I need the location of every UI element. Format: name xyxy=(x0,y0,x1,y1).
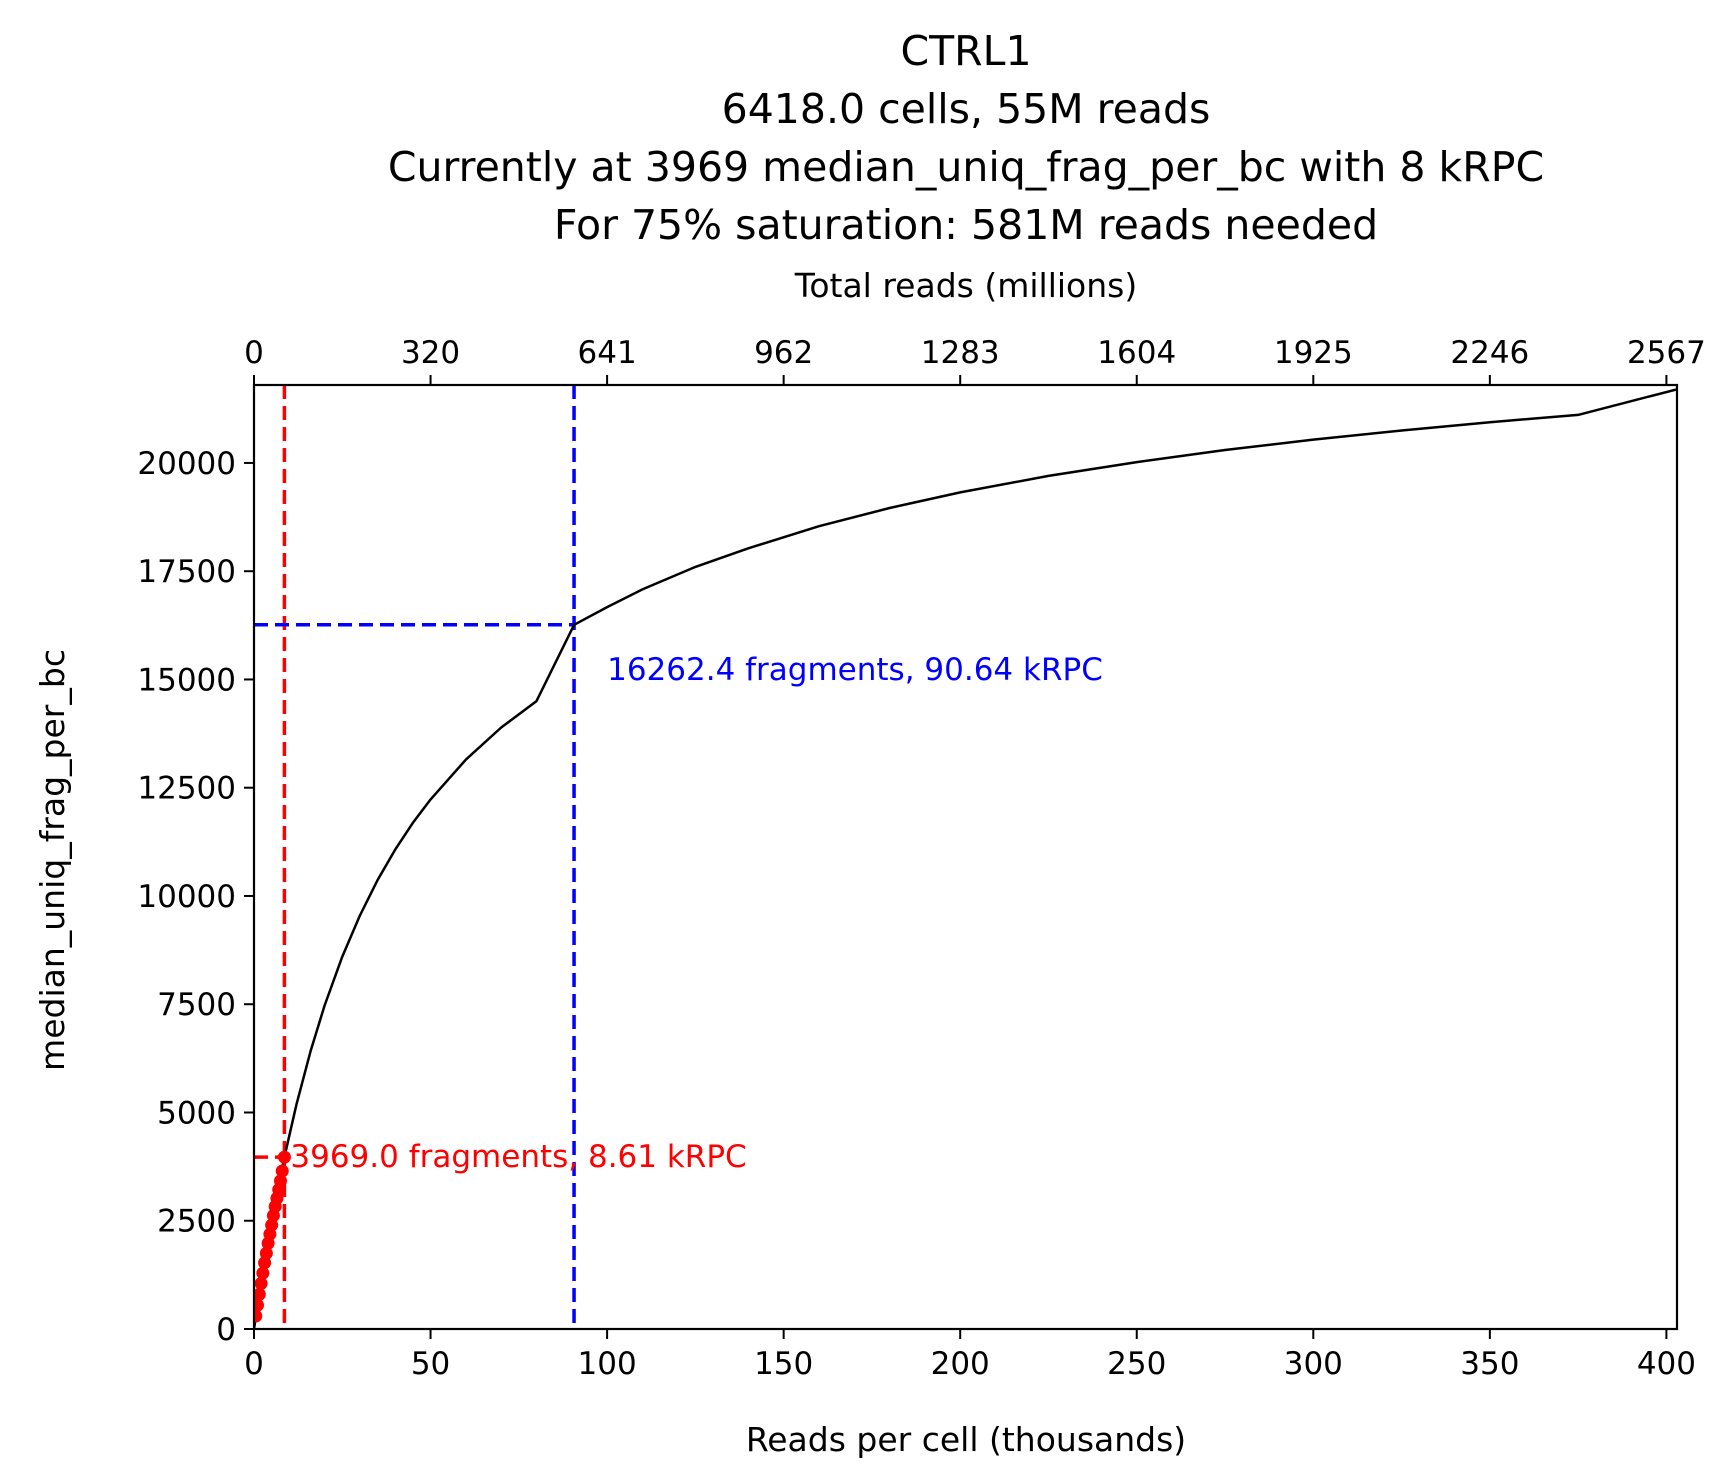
observed-point xyxy=(254,1309,263,1323)
x-tick-label: 400 xyxy=(1637,1346,1696,1382)
top-x-axis-label: Total reads (millions) xyxy=(794,266,1137,305)
x-tick-label: 200 xyxy=(931,1346,990,1382)
series-layer xyxy=(254,388,1677,1329)
x-axis-label: Reads per cell (thousands) xyxy=(746,1420,1186,1459)
y-axis-label: median_uniq_frag_per_bc xyxy=(33,649,72,1071)
y-tick-label: 0 xyxy=(216,1312,236,1348)
x-tick-label: 300 xyxy=(1284,1346,1343,1382)
top-x-tick-label: 962 xyxy=(754,335,813,371)
annotations: 3969.0 fragments, 8.61 kRPC 16262.4 fragm… xyxy=(290,652,1102,1175)
top-x-tick-label: 1604 xyxy=(1097,335,1176,371)
observed-point xyxy=(259,1246,273,1260)
top-x-tick-label: 2246 xyxy=(1450,335,1529,371)
top-x-tick-label: 641 xyxy=(578,335,637,371)
y-tick-label: 10000 xyxy=(137,879,236,915)
observed-point xyxy=(256,1266,270,1280)
top-x-tick-label: 0 xyxy=(244,335,264,371)
current-annotation-label: 3969.0 fragments, 8.61 kRPC xyxy=(290,1139,746,1175)
y-tick-label: 15000 xyxy=(137,662,236,698)
plot-frame xyxy=(252,383,1679,1331)
y-tick-label: 17500 xyxy=(137,554,236,590)
observed-point xyxy=(275,1164,289,1178)
x-tick-label: 50 xyxy=(411,1346,450,1382)
title-line-2: 6418.0 cells, 55M reads xyxy=(722,85,1211,133)
observed-point xyxy=(273,1174,287,1188)
title-line-4: For 75% saturation: 581M reads needed xyxy=(554,201,1378,249)
y-tick-label: 2500 xyxy=(157,1204,236,1240)
y-tick-label: 12500 xyxy=(137,771,236,807)
title-line-1: CTRL1 xyxy=(900,27,1031,75)
observed-point xyxy=(277,1150,291,1164)
y-tick-label: 7500 xyxy=(157,987,236,1023)
y-tick-label: 5000 xyxy=(157,1095,236,1131)
observed-point xyxy=(254,1287,266,1301)
top-x-tick-label: 320 xyxy=(401,335,460,371)
title-line-3: Currently at 3969 median_uniq_frag_per_b… xyxy=(388,143,1544,191)
x-tick-label: 0 xyxy=(244,1346,264,1382)
top-x-tick-label: 1283 xyxy=(921,335,1000,371)
observed-point xyxy=(254,1277,268,1291)
x-tick-label: 250 xyxy=(1107,1346,1166,1382)
y-tick-label: 20000 xyxy=(137,446,236,482)
target-annotation-label: 16262.4 fragments, 90.64 kRPC xyxy=(607,652,1103,688)
x-tick-label: 100 xyxy=(578,1346,637,1382)
x-tick-label: 350 xyxy=(1460,1346,1519,1382)
fit-curve xyxy=(254,388,1677,1329)
observed-point xyxy=(254,1298,265,1312)
x-tick-label: 150 xyxy=(754,1346,813,1382)
top-x-tick-label: 1925 xyxy=(1274,335,1353,371)
axes: 0 50 100 150 200 250 300 350 400 0 2500 5000 7500 100… xyxy=(137,335,1705,1382)
chart-title: CTRL1 6418.0 cells, 55M reads Currently … xyxy=(388,27,1544,249)
top-x-tick-label: 2567 xyxy=(1627,335,1706,371)
